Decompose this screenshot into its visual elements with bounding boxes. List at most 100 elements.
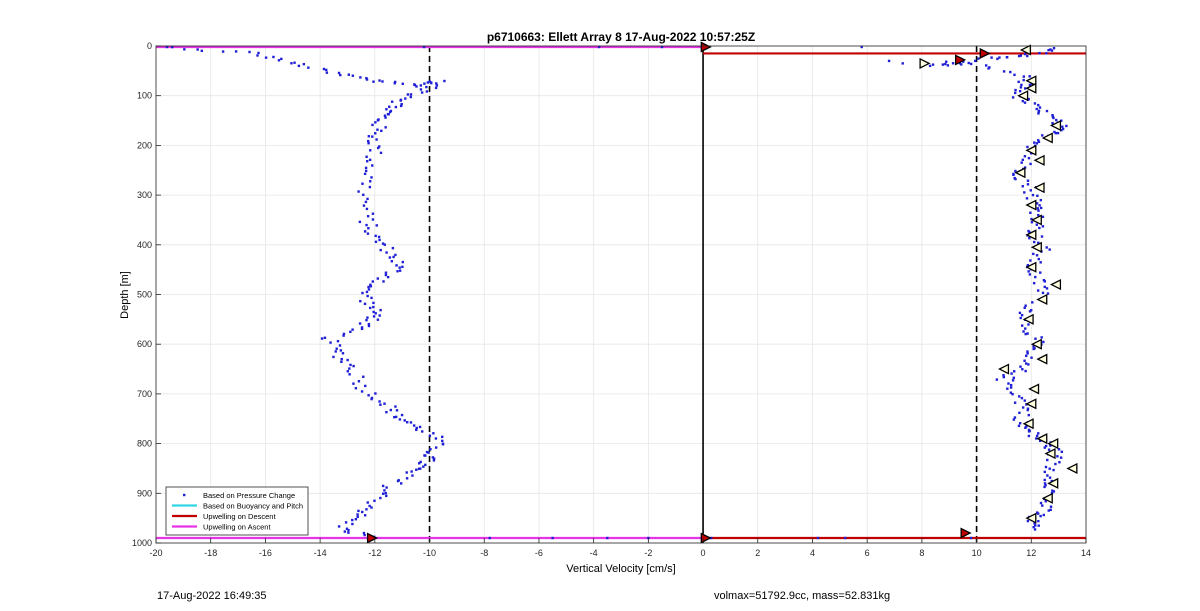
descent-point bbox=[385, 251, 388, 254]
ascent-point bbox=[1047, 48, 1050, 52]
descent-point bbox=[378, 145, 381, 148]
ascent-point bbox=[1050, 49, 1054, 52]
ascent-point bbox=[1027, 363, 1030, 366]
ascent-point bbox=[1017, 395, 1021, 398]
descent-point bbox=[264, 56, 268, 59]
descent-point bbox=[379, 496, 382, 500]
buoyancy-triangle bbox=[1025, 229, 1037, 241]
descent-point bbox=[405, 477, 409, 480]
descent-point bbox=[401, 260, 404, 264]
buoyancy-triangle bbox=[1036, 353, 1048, 365]
descent-point bbox=[234, 50, 238, 53]
x-tick-label: -10 bbox=[423, 548, 436, 558]
x-axis-label: Vertical Velocity [cm/s] bbox=[566, 563, 675, 575]
descent-point bbox=[432, 459, 436, 462]
ascent-point bbox=[1017, 80, 1020, 84]
ascent-point bbox=[1048, 248, 1051, 251]
descent-point bbox=[256, 54, 259, 57]
x-tick-label: 2 bbox=[755, 548, 760, 558]
descent-point bbox=[423, 454, 426, 457]
ascent-point bbox=[1051, 115, 1055, 118]
ascent-point bbox=[984, 64, 988, 67]
ascent-point bbox=[1043, 280, 1047, 283]
descent-point bbox=[606, 536, 609, 540]
descent-point bbox=[385, 494, 388, 498]
y-tick-label: 700 bbox=[137, 389, 152, 399]
ascent-point bbox=[1035, 254, 1039, 257]
descent-point bbox=[366, 316, 369, 319]
buoyancy-triangle bbox=[1049, 119, 1062, 132]
descent-point bbox=[368, 306, 372, 310]
descent-point bbox=[325, 71, 329, 74]
descent-point bbox=[379, 248, 382, 252]
ascent-point bbox=[1037, 241, 1040, 244]
descent-point bbox=[441, 439, 444, 443]
descent-point bbox=[370, 506, 373, 509]
ascent-point bbox=[1035, 107, 1038, 111]
ascent-point bbox=[1019, 86, 1023, 89]
buoyancy-triangle bbox=[1022, 313, 1034, 325]
ascent-point bbox=[1037, 140, 1041, 144]
buoyancy-triangle bbox=[1025, 261, 1037, 273]
descent-point bbox=[370, 296, 373, 300]
descent-point bbox=[419, 460, 422, 464]
ascent-point bbox=[1045, 52, 1048, 55]
descent-point bbox=[374, 392, 377, 395]
ascent-point bbox=[946, 64, 950, 67]
ascent-point bbox=[1021, 158, 1024, 162]
descent-point bbox=[441, 443, 445, 446]
ascent-point bbox=[1039, 439, 1042, 442]
descent-point bbox=[369, 149, 372, 152]
descent-point bbox=[375, 224, 378, 227]
descent-point bbox=[395, 409, 399, 412]
descent-point bbox=[409, 93, 413, 96]
buoyancy-triangle bbox=[1014, 167, 1026, 179]
buoyancy-triangle bbox=[1030, 241, 1042, 253]
descent-point bbox=[339, 349, 343, 352]
descent-point bbox=[383, 489, 386, 492]
ascent-point bbox=[1044, 500, 1047, 503]
ascent-point bbox=[1037, 112, 1040, 115]
descent-point bbox=[365, 318, 368, 322]
buoyancy-triangle bbox=[1025, 199, 1037, 211]
ascent-point bbox=[1049, 508, 1052, 512]
ascent-point bbox=[1019, 365, 1022, 368]
ascent-point bbox=[1024, 362, 1028, 365]
descent-point bbox=[394, 405, 397, 408]
descent-point bbox=[376, 318, 380, 321]
ascent-point bbox=[1005, 55, 1009, 59]
descent-point bbox=[369, 180, 372, 183]
ascent-point bbox=[1024, 332, 1027, 336]
buoyancy-triangle bbox=[1066, 462, 1078, 475]
ascent-point bbox=[1039, 514, 1042, 518]
buoyancy-triangle bbox=[1041, 132, 1053, 144]
ascent-point bbox=[1024, 354, 1028, 358]
ascent-point bbox=[1042, 340, 1045, 344]
descent-point bbox=[390, 260, 393, 263]
ascent-point bbox=[1049, 48, 1052, 51]
buoyancy-triangle bbox=[1036, 433, 1048, 445]
ascent-point bbox=[1035, 437, 1038, 440]
ascent-point bbox=[860, 45, 863, 49]
buoyancy-triangle bbox=[1033, 154, 1045, 166]
descent-point bbox=[393, 415, 396, 419]
ascent-point bbox=[1041, 225, 1045, 228]
ascent-point bbox=[1065, 124, 1068, 128]
descent-point bbox=[431, 456, 435, 459]
x-tick-label: -20 bbox=[149, 548, 162, 558]
ascent-point bbox=[1021, 185, 1024, 188]
ascent-point bbox=[1038, 51, 1041, 55]
descent-point bbox=[597, 45, 601, 49]
reference-lines bbox=[428, 46, 978, 543]
ascent-point bbox=[987, 67, 990, 70]
descent-point bbox=[396, 479, 400, 483]
descent-point bbox=[372, 80, 375, 83]
descent-point bbox=[395, 264, 398, 267]
ascent-point bbox=[1026, 179, 1030, 182]
ascent-point bbox=[967, 61, 970, 65]
ascent-point bbox=[1051, 113, 1054, 117]
ascent-point bbox=[1023, 191, 1026, 194]
descent-point bbox=[409, 421, 413, 424]
ascent-point bbox=[1041, 504, 1044, 507]
buoyancy-triangle bbox=[1025, 144, 1037, 156]
